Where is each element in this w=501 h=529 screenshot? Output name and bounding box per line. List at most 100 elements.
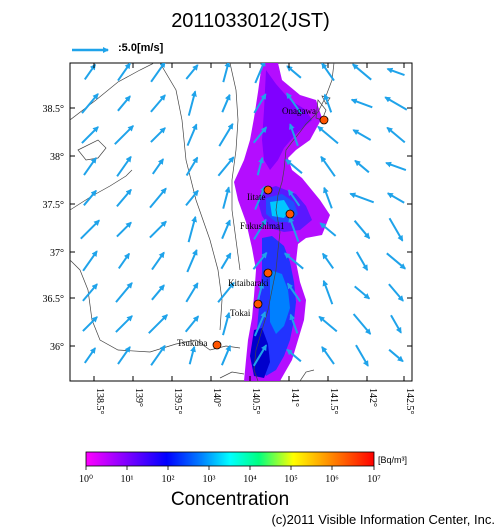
wind-vector-arrow (286, 65, 302, 79)
latitude-labels: 38.5° 38° 37.5° 37° 36.5° 36° (43, 104, 65, 353)
lon-label: 139.5° (172, 388, 183, 415)
wind-vector-arrow (150, 344, 166, 366)
wind-vector-arrow (83, 157, 97, 176)
wind-vector-arrow (81, 126, 99, 144)
wind-vector-arrow (256, 156, 264, 176)
wind-vector-arrow (354, 285, 371, 300)
wind-vector-arrow (187, 90, 197, 116)
wind-vector-arrow (254, 185, 266, 210)
lon-label: 139° (133, 388, 144, 407)
wind-vector-arrow (289, 313, 299, 334)
wind-vector-arrow (355, 344, 369, 367)
wind-vector-arrow (286, 282, 302, 303)
wind-vector-arrow (186, 123, 198, 146)
wind-vector-arrow (352, 129, 372, 141)
wind-vector-arrow (355, 251, 369, 271)
wind-vector-arrow (253, 218, 267, 240)
wind-vector-arrow (186, 249, 198, 273)
wind-vector-arrow (185, 64, 199, 80)
wind-vector-arrow (318, 315, 338, 333)
wind-vector-arrow (319, 222, 337, 237)
wind-vector-arrow (83, 63, 97, 80)
map-title: 2011033012(JST) (171, 10, 330, 32)
wind-vector-arrow (81, 93, 99, 114)
wind-vector-arrow (390, 314, 402, 334)
wind-vector-arrow (83, 347, 97, 364)
city-label-fukushima1: Fukushima1 (240, 221, 285, 231)
wind-vector-arrow (352, 63, 372, 81)
city-marker-tokai (253, 299, 263, 309)
wind-vector-arrow (320, 155, 336, 177)
concentration-label: Concentration (170, 489, 290, 510)
wind-vector-arrow (349, 192, 375, 204)
colorbar-ticks (85, 466, 375, 470)
city-marker-onagawa (319, 115, 329, 125)
wind-vector-arrow (321, 346, 335, 365)
wind-vector-arrow (321, 63, 335, 82)
wind-vector-arrow (386, 192, 405, 204)
wind-vector-arrow (386, 252, 406, 270)
lon-label: 138.5° (94, 388, 105, 415)
city-label-onagawa: Onagawa (282, 106, 316, 116)
colorbar-tick-label: 10⁰ (79, 474, 93, 485)
wind-legend-label: :5.0[m/s] (118, 42, 164, 54)
wind-vector-arrow (285, 92, 303, 115)
wind-vector-arrow (114, 125, 134, 145)
wind-vector-arrow (353, 220, 371, 240)
lon-label: 140° (211, 388, 222, 407)
wind-vector-arrow (116, 188, 132, 208)
city-marker-tsukuba (212, 340, 222, 350)
wind-vector-arrow (321, 252, 335, 269)
wind-vector-arrow (352, 313, 372, 335)
city-label-tokai: Tokai (230, 308, 251, 318)
wind-vector-arrow (388, 283, 404, 302)
wind-vector-field (80, 63, 408, 367)
wind-vector-arrow (317, 125, 339, 145)
wind-vector-arrow (384, 96, 408, 111)
wind-vector-arrow (83, 189, 97, 206)
colorbar-tick-label: 10³ (203, 474, 216, 485)
colorbar-tick-labels: 10⁰ 10¹ 10² 10³ 10⁴ 10⁵ 10⁶ 10⁷ (79, 474, 381, 485)
wind-vector-arrow (117, 63, 131, 82)
wind-vector-arrow (185, 189, 199, 207)
wind-vector-arrow (354, 159, 370, 174)
wind-vector-arrow (284, 252, 304, 270)
wind-vector-arrow (185, 156, 199, 177)
wind-vector-arrow (252, 344, 268, 367)
lat-label: 38° (50, 152, 64, 163)
colorbar-tick-label: 10⁷ (367, 474, 381, 485)
wind-vector-arrow (150, 127, 166, 143)
wind-vector-arrow (115, 282, 133, 303)
lon-label: 142.5° (404, 388, 415, 415)
wind-vector-arrow (221, 93, 231, 113)
wind-vector-arrow (288, 216, 300, 243)
colorbar-tick-label: 10⁴ (243, 474, 257, 485)
wind-vector-arrow (323, 93, 333, 113)
wind-vector-arrow (151, 158, 165, 175)
colorbar (85, 451, 375, 467)
wind-vector-arrow (253, 93, 267, 114)
wind-vector-arrow (252, 126, 268, 144)
copyright-notice: (c)2011 Visible Information Center, Inc. (271, 512, 495, 527)
wind-vector-arrow (388, 348, 404, 363)
wind-vector-arrow (252, 252, 268, 270)
wind-vector-arrow (82, 283, 98, 302)
wind-vector-arrow (188, 345, 196, 365)
wind-vector-arrow (322, 279, 334, 305)
wind-vector-arrow (149, 220, 167, 239)
colorbar-unit: [Bq/m³] (378, 455, 408, 465)
wind-vector-arrow (253, 311, 267, 337)
axis-ticks (70, 63, 412, 381)
lon-label: 141° (289, 388, 300, 407)
wind-vector-arrow (82, 316, 98, 332)
lon-label: 141.5° (328, 388, 339, 415)
wind-vector-arrow (286, 348, 302, 363)
lat-label: 36° (50, 342, 64, 353)
wind-vector-arrow (220, 344, 232, 366)
city-marker-kitaibaraki (263, 268, 273, 278)
coastlines (70, 63, 335, 381)
wind-vector-arrow (385, 161, 407, 172)
wind-vector-arrow (222, 186, 231, 209)
wind-vector-arrow (388, 217, 404, 242)
